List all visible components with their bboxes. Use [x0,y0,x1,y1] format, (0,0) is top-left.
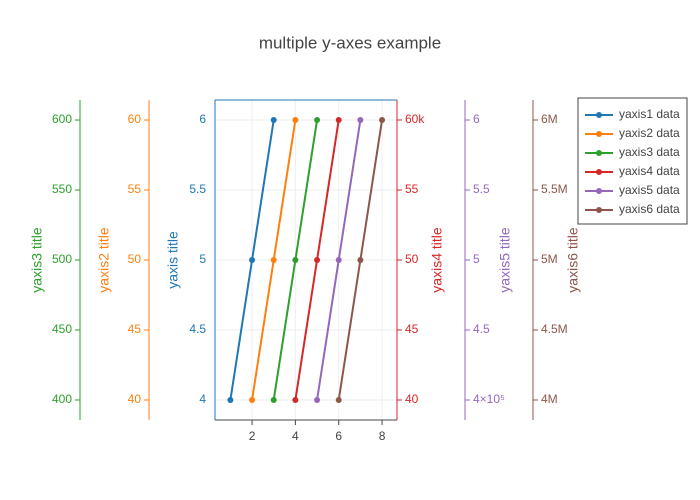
marker [292,257,299,263]
legend-marker [596,112,602,118]
marker [357,117,364,124]
y-tick-label: 5M [541,252,558,266]
marker [270,257,277,263]
y-tick-label: 5.5M [541,182,568,196]
y-tick-label: 6 [199,112,206,126]
y-tick-label: 50 [128,252,142,266]
y-tick-label: 5 [199,252,206,266]
marker [227,396,234,403]
y-tick-label: 4.5 [473,322,490,336]
legend-box [577,97,688,225]
marker [335,117,342,124]
marker [270,396,277,403]
legend-label: yaxis1 data [619,107,680,121]
y-tick-label: 40 [405,392,419,406]
y-tick-label: 450 [52,322,72,336]
marker [314,396,321,403]
marker [249,396,256,403]
legend-marker [596,131,602,137]
y-tick-label: 45 [128,322,142,336]
y-tick-label: 4×10⁵ [473,392,505,406]
y-tick-label: 400 [52,392,72,406]
y-tick-label: 5.5 [473,182,490,196]
y-tick-label: 500 [52,252,72,266]
legend-label: yaxis3 data [619,145,680,159]
y-tick-label: 6M [541,112,558,126]
marker [249,257,256,263]
y-tick-label: 5.5 [189,182,206,196]
y-axis-title: yaxis3 title [29,227,45,293]
marker [314,117,321,124]
y-tick-label: 4M [541,392,558,406]
y-tick-label: 600 [52,112,72,126]
y-tick-label: 4.5 [189,322,206,336]
y-tick-label: 55 [405,182,419,196]
y-tick-label: 550 [52,182,72,196]
marker [379,116,386,123]
marker [292,117,299,124]
marker [357,257,364,263]
legend-marker [596,150,602,156]
x-tick-label: 4 [292,429,299,443]
y-tick-label: 6 [473,112,480,126]
y-axis-title: yaxis2 title [96,227,112,293]
x-tick-label: 8 [379,429,386,443]
legend-marker [596,207,602,213]
y-tick-label: 5 [473,252,480,266]
y-tick-label: 45 [405,322,419,336]
y-tick-label: 55 [128,182,142,196]
legend-label: yaxis2 data [619,126,680,140]
y-tick-label: 60k [405,112,425,126]
x-tick-label: 2 [249,429,256,443]
x-tick-label: 6 [335,429,342,443]
chart-title: multiple y-axes example [259,33,441,52]
y-tick-label: 50 [405,252,419,266]
legend-label: yaxis5 data [619,183,680,197]
y-axis-title: yaxis title [165,231,181,289]
y-tick-label: 4.5M [541,322,568,336]
y-axis-title: yaxis4 title [429,227,445,293]
y-tick-label: 60 [128,112,142,126]
legend-label: yaxis6 data [619,202,680,216]
y-axis-title: yaxis5 title [497,227,513,293]
legend-marker [596,188,602,194]
marker [335,397,342,404]
y-tick-label: 4 [199,392,206,406]
y-tick-label: 40 [128,392,142,406]
marker [292,396,299,403]
marker [270,117,277,124]
legend-marker [596,169,602,175]
marker [335,257,342,263]
marker [314,257,321,263]
legend-label: yaxis4 data [619,164,680,178]
y-axis-title: yaxis6 title [565,227,581,293]
